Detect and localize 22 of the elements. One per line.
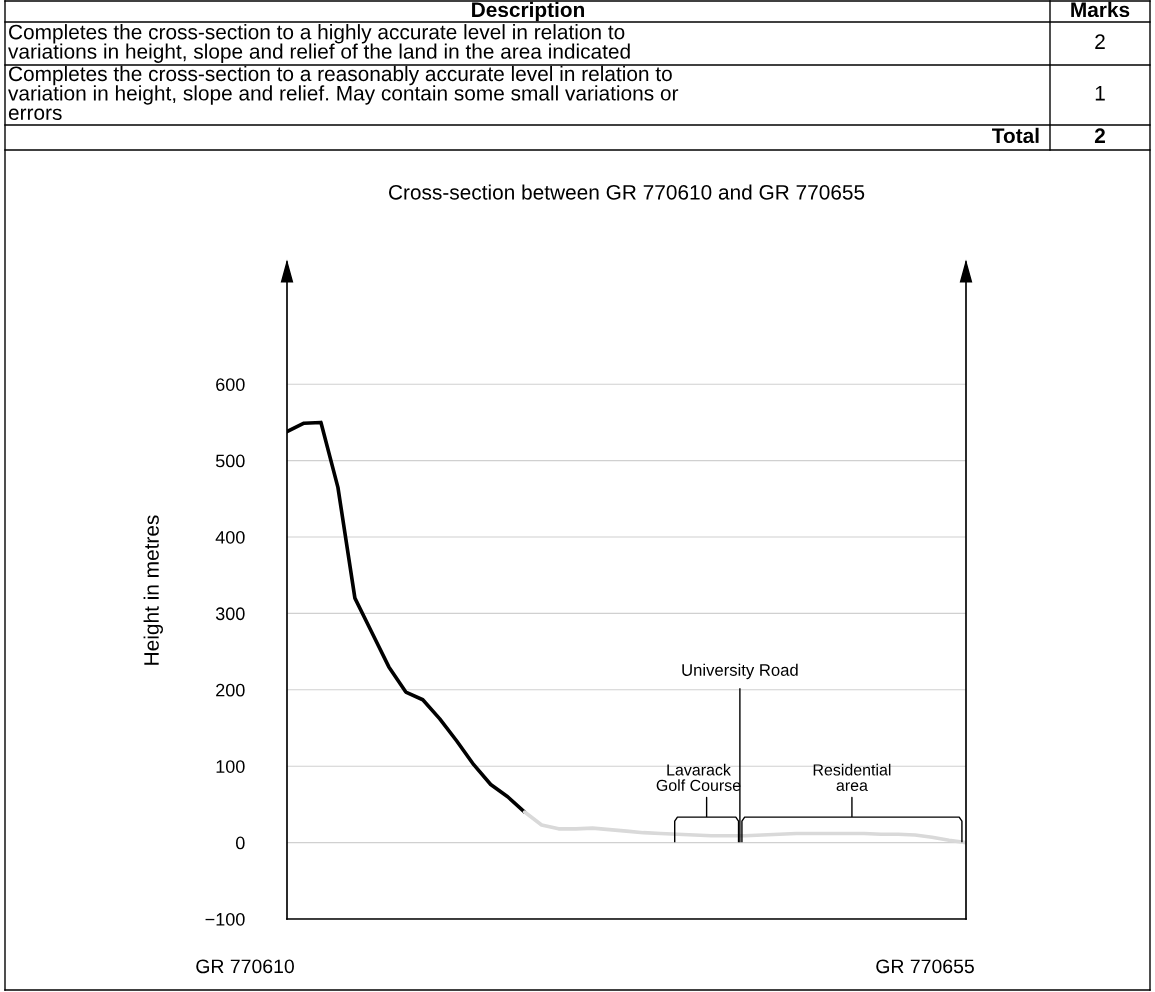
text: Total xyxy=(992,127,1039,144)
y-tick-label: 400 xyxy=(215,530,245,544)
text: Marks xyxy=(1071,1,1130,18)
chart-title: Cross-section between GR 770610 and GR 770655 xyxy=(389,184,865,200)
y-tick-label: 500 xyxy=(215,454,245,468)
y-tick-label: −100 xyxy=(205,912,245,926)
text: Description xyxy=(472,1,585,22)
y-tick-label: 200 xyxy=(216,683,245,697)
y-tick-label: 300 xyxy=(215,607,245,621)
y-tick-label: 100 xyxy=(216,760,245,773)
y-axis-title: Height in metres xyxy=(143,515,163,665)
text: 1 xyxy=(1095,86,1105,101)
text: 2 xyxy=(1094,128,1105,143)
annotation: University Road xyxy=(682,663,798,680)
annotation: Residential area xyxy=(813,763,891,792)
text: GR 770610 xyxy=(196,959,294,974)
text: Completes the cross-section to a reasonably accurate level in relation to variation in height, slope and relief. May contain some small variations or errors xyxy=(8,65,679,121)
y-tick-label: 600 xyxy=(216,378,245,391)
y-tick-label: 0 xyxy=(236,836,245,850)
text: GR 770655 xyxy=(876,959,974,974)
text: Completes the cross-section to a highly accurate level in relation to variations in height, slope and relief of the land in the area indicated xyxy=(8,24,630,63)
text: 2 xyxy=(1095,34,1105,49)
